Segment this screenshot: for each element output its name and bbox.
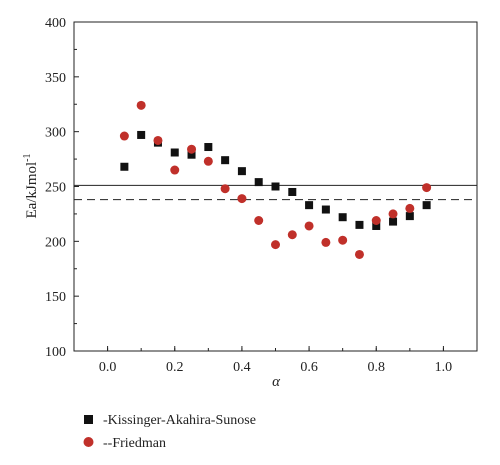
y-tick-label: 400 xyxy=(45,16,66,31)
kas-point xyxy=(187,150,196,159)
friedman-point xyxy=(304,221,314,231)
friedman-point xyxy=(321,237,331,247)
friedman-point xyxy=(254,215,264,225)
friedman-point xyxy=(405,203,415,213)
friedman-point xyxy=(237,194,247,204)
x-axis-title: α xyxy=(272,374,281,390)
series-layer xyxy=(119,100,432,259)
y-axis-title-superscript: -1 xyxy=(22,153,33,161)
x-axis-ticks: 0.0 0.2 0.4 0.6 0.8 1.0 xyxy=(73,346,478,375)
friedman-point xyxy=(170,165,180,175)
friedman-point xyxy=(119,131,129,141)
kas-point xyxy=(254,178,263,187)
friedman-point xyxy=(422,183,432,193)
kas-point xyxy=(405,212,414,221)
x-tick-label: 0.6 xyxy=(300,360,318,375)
kas-point xyxy=(137,130,146,139)
friedman-point xyxy=(136,100,146,110)
x-tick-label: 0.0 xyxy=(99,360,117,375)
legend-label-kas: -Kissinger-Akahira-Sunose xyxy=(103,413,256,428)
kas-point xyxy=(422,201,431,210)
kas-point xyxy=(389,217,398,226)
friedman-point xyxy=(153,135,163,145)
kas-point xyxy=(305,201,314,210)
friedman-point xyxy=(388,209,398,219)
kas-point xyxy=(170,148,179,157)
friedman-point xyxy=(287,230,297,240)
kas-point xyxy=(237,167,246,176)
y-tick-label: 350 xyxy=(45,71,66,86)
kas-point xyxy=(372,221,381,230)
kas-point xyxy=(288,187,297,196)
friedman-point xyxy=(220,184,230,194)
kas-point xyxy=(271,182,280,191)
friedman-point xyxy=(271,240,280,250)
kas-point xyxy=(204,143,213,152)
y-axis-title-main: Ea/kJmol xyxy=(24,162,40,219)
friedman-point xyxy=(371,215,381,225)
kas-point xyxy=(355,220,364,229)
y-axis-ticks: 100 150 200 250 300 350 400 xyxy=(45,16,79,360)
x-tick-label: 0.8 xyxy=(368,360,386,375)
legend: -Kissinger-Akahira-Sunose --Friedman xyxy=(83,413,256,451)
legend-marker-kas xyxy=(84,415,93,424)
friedman-point xyxy=(187,144,197,154)
friedman-point xyxy=(203,156,213,166)
x-tick-label: 1.0 xyxy=(435,360,453,375)
y-axis-title: Ea/kJmol-1 xyxy=(22,153,40,218)
friedman-point xyxy=(354,249,364,259)
y-tick-label: 250 xyxy=(45,181,66,196)
y-tick-label: 300 xyxy=(45,126,66,141)
legend-marker-friedman xyxy=(83,437,94,447)
y-tick-label: 200 xyxy=(45,235,66,250)
y-tick-label: 150 xyxy=(45,290,66,305)
kas-point xyxy=(338,213,347,222)
legend-label-friedman: --Friedman xyxy=(103,436,166,451)
y-tick-label: 100 xyxy=(45,345,66,360)
kas-point xyxy=(221,156,230,165)
friedman-point xyxy=(338,235,348,245)
x-tick-label: 0.2 xyxy=(166,360,184,375)
kas-point xyxy=(120,162,129,171)
kas-point xyxy=(321,205,330,214)
x-tick-label: 0.4 xyxy=(233,360,251,375)
